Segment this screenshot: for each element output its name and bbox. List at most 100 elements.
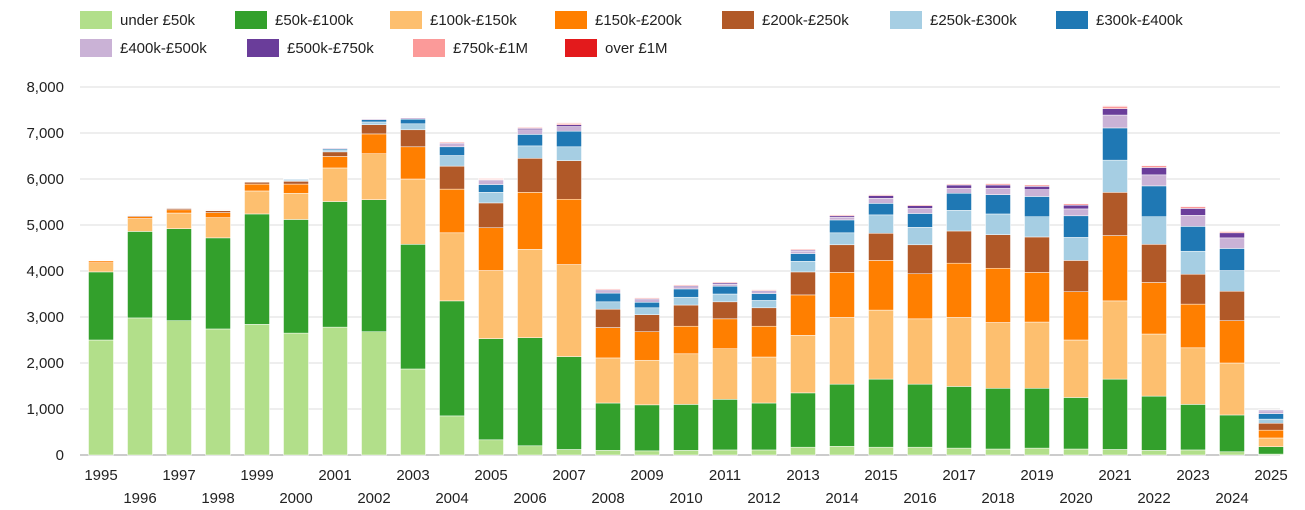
legend-swatch xyxy=(235,11,267,29)
bar-segment-100k-150k xyxy=(1141,333,1167,397)
bar-stack-2016 xyxy=(907,204,933,456)
bar-segment-50k-100k xyxy=(907,383,933,448)
bar-segment-under-50k xyxy=(1141,450,1167,456)
x-tick-label: 2017 xyxy=(942,467,975,484)
bar-segment-150k-200k xyxy=(946,262,972,318)
bar-segment-300k-400k xyxy=(1258,413,1284,420)
bar-segment-100k-150k xyxy=(712,348,738,400)
bar-segment-50k-100k xyxy=(439,300,465,417)
bar-segment-100k-150k xyxy=(166,212,192,229)
bar-stack-2017 xyxy=(946,183,972,456)
bar-segment-250k-300k xyxy=(400,123,426,131)
bar-segment-50k-100k xyxy=(361,199,387,332)
bars xyxy=(88,105,1284,456)
bar-segment-250k-300k xyxy=(556,146,582,161)
bar-segment-under-50k xyxy=(712,449,738,456)
bar-segment-200k-250k xyxy=(283,181,309,185)
bar-segment-150k-200k xyxy=(868,260,894,311)
x-tick-label: 2025 xyxy=(1254,467,1287,484)
bar-segment-150k-200k xyxy=(244,183,270,192)
bar-segment-150k-200k xyxy=(361,133,387,154)
bar-segment-100k-150k xyxy=(790,335,816,394)
bar-segment-under-50k xyxy=(1180,449,1206,456)
bar-segment-100k-150k xyxy=(1024,321,1050,389)
bar-segment-300k-400k xyxy=(673,288,699,298)
bar-segment-under-50k xyxy=(634,450,660,456)
legend-item-50k-100k: £50k-£100k xyxy=(235,11,354,29)
bar-segment-200k-250k xyxy=(517,158,543,193)
legend-swatch xyxy=(390,11,422,29)
bar-segment-under-50k xyxy=(1063,448,1089,456)
bar-segment-300k-400k xyxy=(751,293,777,301)
bar-segment-400k-500k xyxy=(1180,215,1206,227)
bar-segment-under-50k xyxy=(205,328,231,456)
bar-segment-50k-100k xyxy=(790,392,816,448)
bar-segment-300k-400k xyxy=(400,118,426,125)
bar-segment-150k-200k xyxy=(790,294,816,336)
bar-segment-500k-750k xyxy=(1180,208,1206,216)
bar-segment-300k-400k xyxy=(595,292,621,303)
bar-stack-2006 xyxy=(517,127,543,456)
bar-segment-250k-300k xyxy=(595,301,621,310)
bar-segment-400k-500k xyxy=(1063,208,1089,217)
bar-segment-400k-500k xyxy=(1102,114,1128,129)
bar-segment-50k-100k xyxy=(166,228,192,321)
bar-stack-2020 xyxy=(1063,203,1089,456)
bar-segment-150k-200k xyxy=(478,227,504,271)
bar-segment-under-50k xyxy=(478,439,504,456)
bar-stack-2013 xyxy=(790,249,816,456)
bar-segment-200k-250k xyxy=(1258,423,1284,431)
bar-segment-50k-100k xyxy=(595,402,621,451)
bar-segment-400k-500k xyxy=(556,126,582,132)
bar-segment-100k-150k xyxy=(634,359,660,406)
bar-segment-200k-250k xyxy=(478,202,504,229)
bar-stack-2009 xyxy=(634,297,660,456)
bar-segment-under-50k xyxy=(829,446,855,456)
bar-segment-50k-100k xyxy=(400,244,426,370)
legend-label: £50k-£100k xyxy=(275,12,354,29)
bar-segment-100k-150k xyxy=(1258,437,1284,447)
bar-segment-under-50k xyxy=(1024,447,1050,456)
bar-segment-750k-1m xyxy=(1141,165,1167,168)
bar-segment-100k-150k xyxy=(556,264,582,357)
bar-segment-under-50k xyxy=(283,332,309,456)
bar-segment-750k-1m xyxy=(439,141,465,143)
bar-segment-250k-300k xyxy=(1258,418,1284,424)
bar-segment-50k-100k xyxy=(868,378,894,448)
legend-swatch xyxy=(565,39,597,57)
bar-segment-250k-300k xyxy=(1180,250,1206,275)
x-tick-label: 1995 xyxy=(84,467,117,484)
bar-segment-150k-200k xyxy=(595,327,621,359)
bar-segment-400k-500k xyxy=(1141,174,1167,187)
legend-item-under-50k: under £50k xyxy=(80,11,196,29)
bar-segment-100k-150k xyxy=(673,353,699,405)
bar-segment-50k-100k xyxy=(127,231,153,319)
bar-segment-under-50k xyxy=(361,331,387,456)
bar-segment-under-50k xyxy=(88,339,114,456)
bar-stack-2022 xyxy=(1141,164,1167,456)
bar-segment-100k-150k xyxy=(1063,339,1089,398)
bar-segment-200k-250k xyxy=(790,271,816,296)
bar-segment-50k-100k xyxy=(634,404,660,452)
bar-segment-250k-300k xyxy=(1024,216,1050,238)
bar-segment-300k-400k xyxy=(712,285,738,295)
bar-segment-100k-150k xyxy=(946,317,972,387)
x-tick-label: 1997 xyxy=(162,467,195,484)
bar-segment-200k-250k xyxy=(1102,192,1128,236)
bar-segment-under-50k xyxy=(595,450,621,456)
bar-segment-250k-300k xyxy=(634,307,660,315)
bar-segment-100k-150k xyxy=(1180,347,1206,405)
bar-segment-50k-100k xyxy=(829,383,855,447)
x-tick-label: 2001 xyxy=(318,467,351,484)
x-tick-label: 2014 xyxy=(825,490,858,507)
y-tick-label: 5,000 xyxy=(26,217,64,234)
bar-segment-300k-400k xyxy=(907,213,933,228)
legend-swatch xyxy=(890,11,922,29)
legend-item-500k-750k: £500k-£750k xyxy=(247,39,374,57)
bar-segment-250k-300k xyxy=(985,213,1011,235)
x-tick-label: 1996 xyxy=(123,490,156,507)
bar-segment-500k-750k xyxy=(946,184,972,189)
legend-label: £250k-£300k xyxy=(930,12,1017,29)
bar-segment-750k-1m xyxy=(946,183,972,186)
bar-segment-under-50k xyxy=(790,446,816,456)
